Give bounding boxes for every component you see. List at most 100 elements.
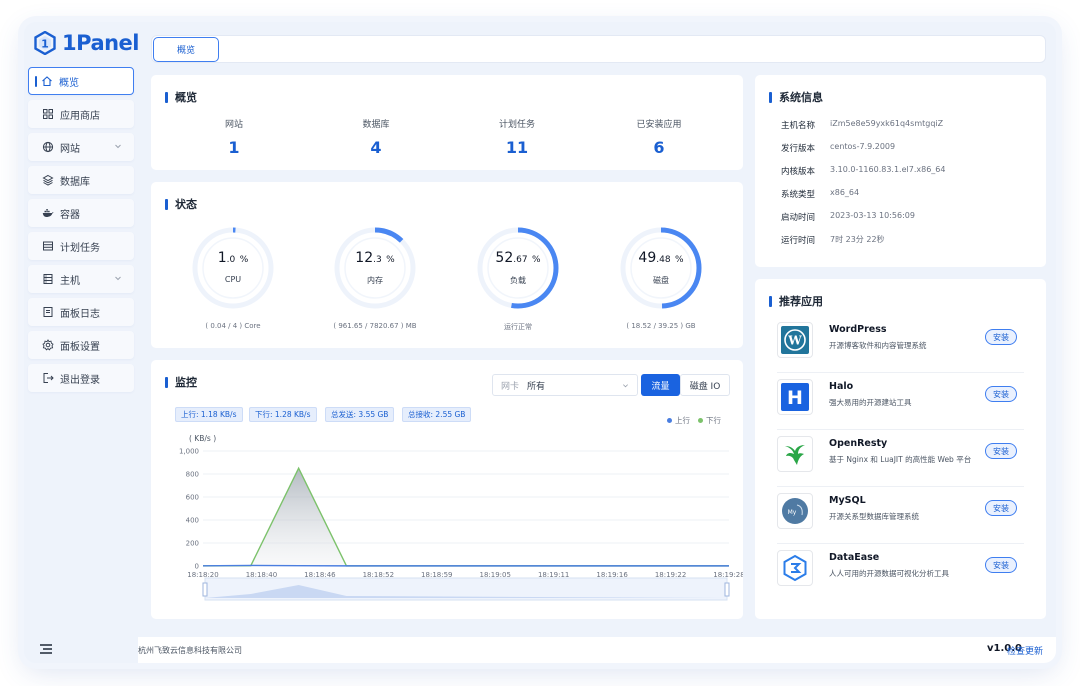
install-button[interactable]: 安装 [985,443,1017,459]
x-tick-label: 18:18:20 [187,571,218,579]
install-button[interactable]: 安装 [985,557,1017,573]
x-tick-label: 18:19:28 [713,571,743,579]
wordpress-icon: W [777,322,813,358]
chevron-down-icon [115,276,121,281]
sidebar-item-panel-settings[interactable]: 面板设置 [28,331,134,359]
sidebar-item-app-store[interactable]: 应用商店 [28,100,134,128]
gauge-value-dec: .0 [226,255,236,265]
gauge-detail: ( 961.65 / 7820.67 ) MB [333,322,417,330]
app-name: WordPress [829,324,887,335]
info-value: centos-7.9.2009 [830,142,896,151]
status-title: 状态 [175,198,197,211]
legend-item-up[interactable]: 上行 [667,415,690,426]
zoom-slider-preview [205,585,727,598]
sidebar-item-website[interactable]: 网站 [28,133,134,161]
gauge-memory[interactable]: 12.3 % 内存 [333,226,417,310]
info-key: 启动时间 [781,213,816,223]
x-tick-label: 18:19:11 [538,571,569,579]
y-tick-label: 200 [186,540,199,548]
check-update-link[interactable]: 检查更新 [1006,647,1043,657]
recommended-apps-card: 推荐应用 W WordPress 开源博客软件和内容管理系统 安装 H Halo… [755,279,1046,619]
sidebar-item-cron[interactable]: 计划任务 [28,232,134,260]
sidebar-item-database[interactable]: 数据库 [28,166,134,194]
docker-icon [42,207,54,219]
info-key: 内核版本 [781,167,816,177]
sidebar-item-label: 面板设置 [60,341,100,353]
status-card: 状态 1.0 % CPU ( 0.04 / 4 ) Core 12.3 % 内存… [151,182,743,348]
sidebar-item-panel-log[interactable]: 面板日志 [28,298,134,326]
gauge-cpu[interactable]: 1.0 % CPU [191,226,275,310]
logo-icon: 1 [34,31,56,55]
info-value: 3.10.0-1160.83.1.el7.x86_64 [830,165,946,174]
install-button[interactable]: 安装 [985,500,1017,516]
sidebar-item-host[interactable]: 主机 [28,265,134,293]
sidebar-item-logout[interactable]: 退出登录 [28,364,134,392]
gauge-value-int: 52 [495,250,514,266]
install-button[interactable]: 安装 [985,329,1017,345]
x-tick-label: 18:18:40 [246,571,277,579]
app-description: 人人可用的开源数据可视化分析工具 [829,569,949,578]
legend-dot [667,418,672,423]
company-name: 杭州飞致云信息科技有限公司 [138,646,242,655]
openresty-icon [777,436,813,472]
total-received-chip: 总接收: 2.55 GB [402,407,472,422]
sidebar-item-label: 网站 [60,143,80,155]
sidebar-item-label: 退出登录 [60,374,100,386]
app-description: 强大易用的开源建站工具 [829,398,912,407]
x-tick-label: 18:19:16 [596,571,628,579]
info-value: 7时 23分 22秒 [830,235,885,244]
app-window: 1 1Panel 概览 应用商店 网站 数据库 [24,22,1056,663]
info-row-kernel: 内核版本 3.10.0-1160.83.1.el7.x86_64 [781,165,945,177]
gauge-name: 磁盘 [653,276,669,285]
home-icon [41,75,53,87]
y-tick-label: 600 [186,494,199,502]
gauge-load[interactable]: 52.67 % 负载 [476,226,560,310]
disk-io-toggle-button[interactable]: 磁盘 IO [680,374,730,396]
version-label: v1.0.0 [987,643,1022,654]
gauge-value-dec: .48 [656,255,671,265]
recommended-apps-title: 推荐应用 [779,295,823,308]
gauge-unit: % [239,255,249,265]
dataease-icon [777,550,813,586]
gear-icon [42,339,54,351]
install-button[interactable]: 安装 [985,386,1017,402]
app-item-openresty: OpenResty 基于 Nginx 和 LuaJIT 的高性能 Web 平台 … [777,430,1024,487]
logo[interactable]: 1 1Panel [34,29,140,57]
gauge-unit: % [675,255,684,265]
stat-cron-jobs[interactable]: 计划任务 11 [457,117,577,157]
stat-databases[interactable]: 数据库 4 [316,117,436,157]
system-info-card: 系统信息 主机名称 iZm5e8e59yxk61q4smtgqiZ 发行版本 cen… [755,75,1046,267]
x-tick-label: 18:18:52 [363,571,394,579]
app-name: OpenResty [829,438,888,449]
traffic-chart[interactable]: ( KB/s ) 1,000 800 600 400 200 018:18:20 18:18:… [151,360,743,619]
title-marker [165,198,168,210]
info-row-boot-time: 启动时间 2023-03-13 10:56:09 [781,211,915,223]
stat-label: 数据库 [362,120,390,130]
sidebar-item-overview[interactable]: 概览 [28,67,134,95]
app-item-mysql: My MySQL 开源关系型数据库管理系统 安装 [777,487,1024,544]
sidebar: 1 1Panel 概览 应用商店 网站 数据库 [24,22,140,663]
gauge-disk[interactable]: 49.48 % 磁盘 [619,226,703,310]
nic-select[interactable]: 网卡 所有 [492,374,638,396]
legend-item-down[interactable]: 下行 [698,415,721,426]
title-marker [769,91,772,103]
stat-websites[interactable]: 网站 1 [174,117,294,157]
app-name: MySQL [829,495,866,506]
sidebar-item-label: 面板日志 [60,308,100,320]
menu-collapse-icon[interactable] [39,643,53,655]
main-content: 概览 概览 网站 1 数据库 4 计划任务 11 已安装应用 6 状态 [138,22,1056,663]
gauge-value-int: 12 [355,250,374,266]
stat-installed-apps[interactable]: 已安装应用 6 [599,117,719,157]
gauge-name: CPU [224,275,242,284]
info-row-distribution: 发行版本 centos-7.9.2009 [781,142,895,154]
tab-overview[interactable]: 概览 [153,37,219,62]
gauge-arc [334,227,416,309]
stat-label: 网站 [224,120,243,130]
legend-label: 下行 [706,416,721,425]
traffic-toggle-button[interactable]: 流量 [641,374,680,396]
gauge-detail: ( 0.04 / 4 ) Core [205,322,261,330]
stat-value: 4 [370,138,382,157]
gauge-value-int: 1 [217,250,227,266]
info-row-arch: 系统类型 x86_64 [781,188,859,200]
sidebar-item-container[interactable]: 容器 [28,199,134,227]
